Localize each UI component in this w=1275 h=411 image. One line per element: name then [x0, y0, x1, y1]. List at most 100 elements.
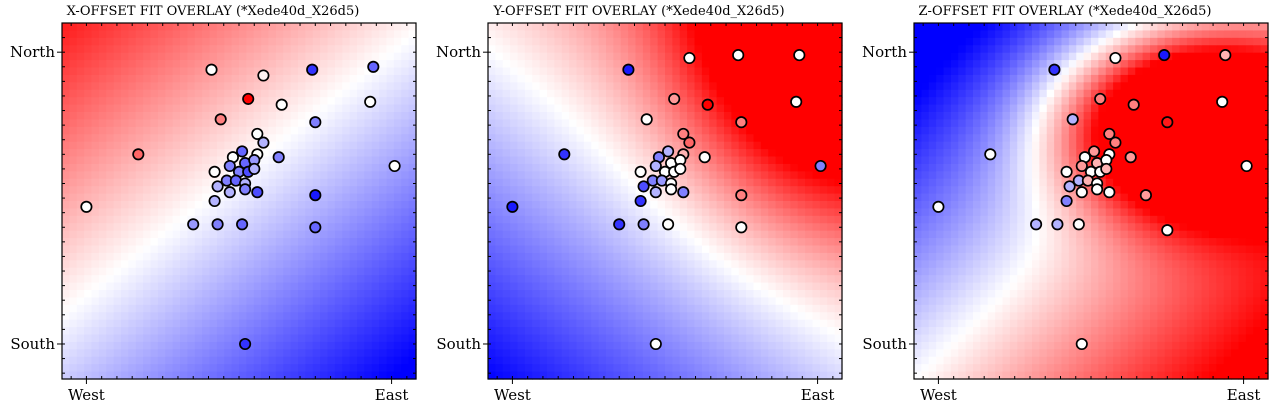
chart-panel-x: X-OFFSET FIT OVERLAY (*Xede40d_X26d5) We…: [0, 0, 426, 411]
minor-ticks: [914, 22, 1268, 379]
chart-panel-y: Y-OFFSET FIT OVERLAY (*Xede40d_X26d5) We…: [426, 0, 852, 411]
data-point: [309, 221, 322, 234]
data-point: [257, 69, 270, 82]
data-point: [251, 127, 264, 140]
data-point: [306, 63, 319, 76]
data-point: [735, 189, 748, 202]
data-point: [1100, 162, 1113, 175]
data-point: [984, 148, 997, 161]
data-point: [208, 194, 221, 208]
data-point: [1103, 127, 1116, 140]
y-tick-label: North: [436, 43, 481, 61]
data-point: [683, 51, 696, 65]
data-point: [272, 151, 285, 164]
y-tick-label: North: [862, 43, 907, 61]
plot-y-offset: West East North South: [436, 22, 843, 404]
data-point: [1088, 145, 1101, 158]
chart-title: Z-OFFSET FIT OVERLAY (*Xede40d_X26d5): [918, 4, 1212, 19]
chart-panel-z: Z-OFFSET FIT OVERLAY (*Xede40d_X26d5) We…: [852, 0, 1275, 411]
data-point: [309, 116, 322, 129]
data-point: [205, 63, 218, 76]
data-point: [242, 92, 255, 105]
data-point: [677, 127, 690, 140]
data-point: [732, 49, 745, 62]
data-point: [1060, 194, 1073, 208]
data-point: [1109, 51, 1122, 65]
data-point: [613, 218, 626, 231]
data-point: [1066, 113, 1079, 126]
minor-ticks: [62, 22, 416, 379]
data-point: [239, 183, 252, 196]
data-point: [1158, 49, 1171, 62]
data-point: [251, 186, 264, 199]
data-point: [1139, 189, 1152, 202]
chart-title: X-OFFSET FIT OVERLAY (*Xede40d_X26d5): [66, 4, 360, 19]
data-point: [735, 221, 748, 234]
data-point: [388, 159, 401, 173]
x-tick-label: West: [68, 386, 105, 404]
data-point: [674, 162, 687, 175]
x-tick-label: East: [1227, 386, 1261, 404]
data-point: [1091, 183, 1104, 196]
data-point: [1219, 49, 1232, 62]
data-point: [211, 180, 224, 193]
data-point: [558, 148, 571, 161]
data-point: [1030, 218, 1043, 231]
data-point: [677, 186, 690, 199]
fit-surface: [62, 23, 417, 380]
data-point: [187, 218, 200, 231]
data-point: [1103, 186, 1116, 199]
data-point: [649, 186, 662, 199]
data-point: [1240, 159, 1253, 173]
data-point: [132, 148, 145, 161]
x-tick-label: West: [494, 386, 531, 404]
data-point: [223, 186, 236, 199]
data-point: [236, 145, 249, 158]
data-point: [634, 194, 647, 208]
data-point: [1051, 218, 1064, 231]
plot-z-offset: West East North South: [862, 22, 1269, 404]
data-point: [257, 136, 270, 149]
data-point: [223, 159, 236, 173]
minor-ticks: [488, 22, 842, 379]
fit-surface: [914, 23, 1269, 380]
data-point: [1060, 165, 1073, 178]
data-point: [214, 113, 227, 126]
y-tick-label: South: [862, 335, 907, 353]
data-point: [637, 180, 650, 193]
data-point: [665, 183, 678, 196]
data-point: [1072, 218, 1085, 231]
data-point: [208, 165, 221, 178]
data-point: [1094, 92, 1107, 105]
data-point: [1075, 186, 1088, 199]
data-point: [506, 200, 519, 213]
data-point: [1161, 116, 1174, 129]
data-point: [364, 95, 377, 108]
data-point: [637, 218, 650, 231]
data-point: [698, 151, 711, 164]
data-point: [701, 98, 714, 111]
y-tick-label: North: [10, 43, 55, 61]
data-point: [80, 200, 93, 213]
chart-title: Y-OFFSET FIT OVERLAY (*Xede40d_X26d5): [493, 4, 785, 19]
x-tick-label: East: [801, 386, 835, 404]
data-point: [1127, 98, 1140, 111]
fit-surface: [488, 23, 843, 380]
data-point: [211, 218, 224, 231]
data-point: [1109, 136, 1122, 149]
data-point: [634, 165, 647, 178]
data-point: [239, 337, 252, 351]
y-tick-label: South: [436, 335, 481, 353]
data-point: [1124, 151, 1137, 164]
plot-x-offset: West East North South: [10, 22, 417, 404]
data-point: [790, 95, 803, 108]
data-point: [367, 60, 380, 73]
data-point: [236, 218, 249, 231]
data-point: [1161, 224, 1174, 237]
y-tick-label: South: [10, 335, 55, 353]
data-point: [622, 63, 635, 76]
data-point: [735, 116, 748, 129]
data-point: [309, 189, 322, 202]
data-point: [1075, 337, 1088, 351]
data-point: [683, 136, 696, 149]
